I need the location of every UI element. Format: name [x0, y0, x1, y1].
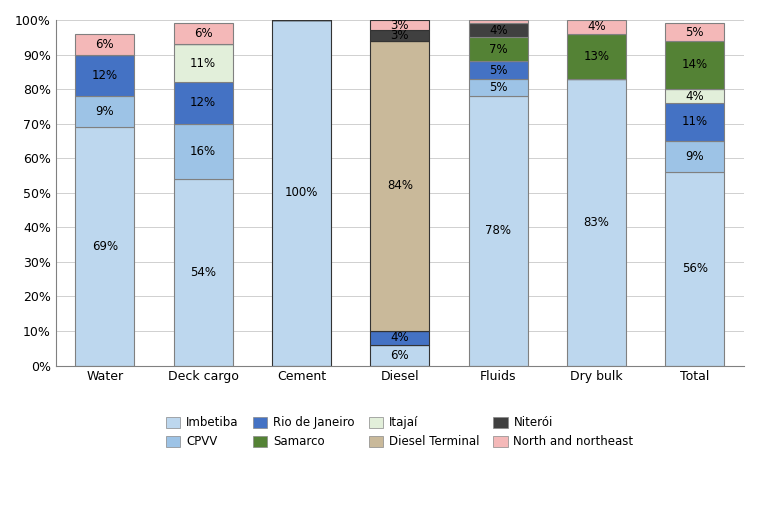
Bar: [469, 96, 528, 366]
Bar: [666, 141, 724, 172]
Text: 54%: 54%: [191, 266, 216, 279]
Text: 5%: 5%: [685, 26, 704, 39]
Bar: [469, 79, 528, 96]
Text: 100%: 100%: [285, 186, 318, 199]
Text: 4%: 4%: [391, 332, 409, 345]
Text: 6%: 6%: [194, 27, 213, 40]
Bar: [370, 30, 430, 41]
Bar: [469, 20, 528, 24]
Text: 11%: 11%: [191, 56, 216, 70]
Bar: [174, 123, 233, 179]
Bar: [469, 37, 528, 62]
Text: 78%: 78%: [485, 224, 512, 237]
Text: 84%: 84%: [387, 179, 413, 192]
Text: 83%: 83%: [584, 215, 609, 229]
Bar: [666, 24, 724, 41]
Bar: [75, 127, 134, 366]
Bar: [174, 82, 233, 123]
Text: 4%: 4%: [685, 89, 704, 103]
Text: 9%: 9%: [685, 150, 704, 163]
Text: 12%: 12%: [191, 96, 216, 109]
Text: 3%: 3%: [391, 19, 409, 32]
Text: 4%: 4%: [587, 20, 606, 33]
Text: 9%: 9%: [96, 105, 114, 118]
Text: 12%: 12%: [92, 69, 118, 82]
Bar: [174, 179, 233, 366]
Text: 11%: 11%: [682, 116, 708, 129]
Bar: [174, 44, 233, 82]
Text: 5%: 5%: [489, 64, 508, 76]
Text: 69%: 69%: [92, 240, 118, 253]
Text: 7%: 7%: [489, 43, 508, 56]
Text: 3%: 3%: [391, 29, 409, 42]
Bar: [174, 24, 233, 44]
Text: 4%: 4%: [489, 24, 508, 37]
Text: 14%: 14%: [682, 59, 708, 72]
Bar: [272, 20, 331, 366]
Legend: Imbetiba, CPVV, Rio de Janeiro, Samarco, Itajaí, Diesel Terminal, Niterói, North: Imbetiba, CPVV, Rio de Janeiro, Samarco,…: [166, 416, 634, 448]
Bar: [75, 34, 134, 54]
Text: 13%: 13%: [584, 50, 609, 63]
Bar: [370, 41, 430, 331]
Bar: [666, 89, 724, 103]
Bar: [666, 103, 724, 141]
Bar: [666, 172, 724, 366]
Bar: [567, 79, 626, 366]
Bar: [75, 96, 134, 127]
Bar: [567, 20, 626, 34]
Text: 6%: 6%: [391, 349, 409, 362]
Bar: [370, 20, 430, 30]
Bar: [370, 345, 430, 366]
Bar: [75, 54, 134, 96]
Text: 5%: 5%: [489, 81, 508, 94]
Text: 16%: 16%: [191, 145, 216, 158]
Bar: [370, 331, 430, 345]
Bar: [469, 62, 528, 79]
Text: 6%: 6%: [96, 38, 114, 51]
Bar: [469, 24, 528, 37]
Bar: [666, 41, 724, 89]
Text: 56%: 56%: [682, 263, 708, 275]
Bar: [567, 34, 626, 79]
